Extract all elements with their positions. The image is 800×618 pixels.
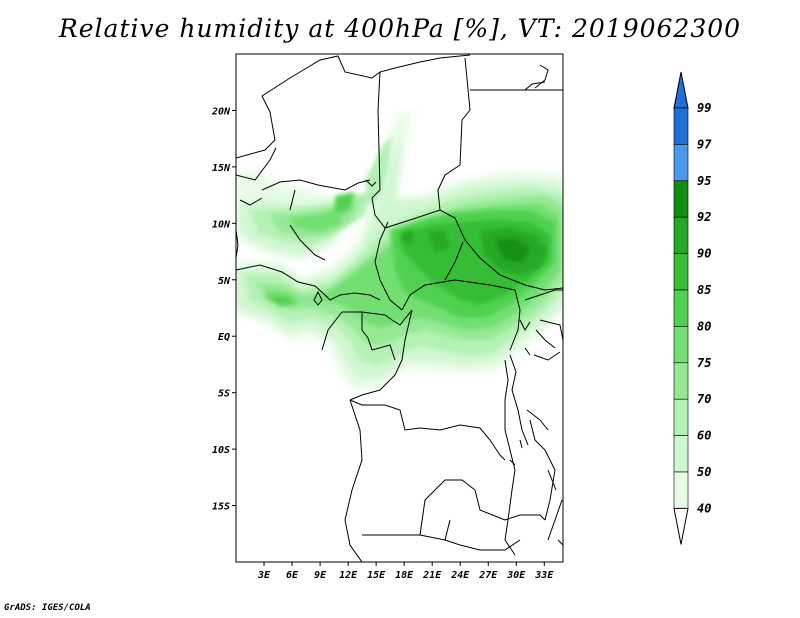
humidity-92-95: [495, 238, 530, 262]
colorbar-segment: [673, 144, 689, 182]
colorbar-segment: [673, 435, 689, 473]
lon-tick-label: 24E: [450, 570, 470, 581]
longitude-axis: 3E 6E 9E 12E 15E 18E 21E 24E 27E 30E 33E: [257, 562, 554, 581]
lat-tick-label: 10S: [212, 445, 230, 456]
lon-tick-label: 6E: [286, 570, 299, 581]
colorbar-bottom-arrow: [673, 507, 689, 545]
lon-tick-label: 21E: [422, 570, 442, 581]
colorbar-label: 80: [697, 319, 711, 333]
lat-tick-label: 20N: [211, 106, 231, 117]
map-title: Relative humidity at 400hPa [%], VT: 201…: [58, 14, 742, 43]
colorbar-segment: [673, 326, 689, 364]
lat-tick-label: 15N: [212, 163, 231, 174]
colorbar-label: 97: [697, 137, 712, 151]
colorbar-segment: [673, 180, 689, 218]
lon-tick-label: 27E: [478, 570, 498, 581]
colorbar-label: 60: [697, 429, 711, 443]
colorbar-label: 40: [697, 501, 711, 515]
lat-tick-label: 10N: [212, 219, 231, 230]
colorbar-segment: [673, 289, 689, 327]
colorbar-label: 92: [697, 210, 711, 224]
colorbar-label: 95: [697, 174, 711, 188]
lon-tick-label: 33E: [534, 570, 554, 581]
latitude-axis: 20N 15N 10N 5N EQ 5S 10S 15S: [211, 106, 236, 513]
colorbar-segment: [673, 216, 689, 254]
lon-tick-label: 30E: [506, 570, 526, 581]
lat-tick-label: EQ: [218, 332, 230, 343]
colorbar-label: 70: [697, 392, 711, 406]
lon-tick-label: 18E: [395, 570, 414, 581]
lat-tick-label: 5S: [218, 389, 230, 400]
colorbar-label: 90: [697, 247, 711, 261]
lon-tick-label: 9E: [314, 570, 327, 581]
colorbar-segment: [673, 107, 689, 145]
colorbar-label: 50: [697, 465, 711, 479]
map-frame: [235, 53, 564, 563]
lon-tick-label: 3E: [257, 570, 271, 581]
grads-credit: GrADS: IGES/COLA: [4, 603, 91, 613]
lat-tick-label: 5N: [218, 276, 231, 287]
lon-tick-label: 15E: [367, 570, 386, 581]
colorbar-label: 75: [697, 356, 711, 370]
colorbar-label: 85: [697, 283, 711, 297]
colorbar-segment: [673, 253, 689, 291]
colorbar-segment: [673, 398, 689, 436]
lat-tick-label: 15S: [212, 502, 230, 513]
country-borders: [236, 54, 563, 562]
lon-tick-label: 12E: [339, 570, 358, 581]
colorbar-label: 99: [697, 101, 711, 115]
humidity-shading: [236, 108, 563, 392]
colorbar-segment: [673, 362, 689, 400]
colorbar-top-arrow: [673, 71, 689, 109]
colorbar: 99 97 95 92 90 85 80 75 70 60 50 40: [673, 71, 712, 545]
colorbar-segment: [673, 471, 689, 509]
